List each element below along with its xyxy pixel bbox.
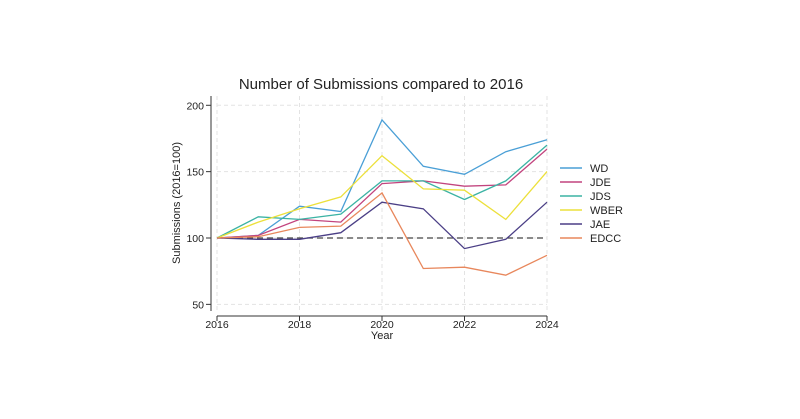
x-tick-label: 2018 — [288, 319, 312, 331]
y-tick-label: 150 — [186, 167, 204, 179]
x-axis-title: Year — [371, 330, 394, 342]
legend-label-wd: WD — [590, 163, 608, 175]
series-line-wber — [216, 154, 548, 239]
series-line-jae — [216, 201, 548, 250]
gridlines — [216, 96, 548, 311]
series-line-jde — [216, 148, 548, 239]
x-tick-label: 2022 — [453, 319, 477, 331]
y-tick-label: 200 — [186, 100, 204, 112]
y-axis-ticks: 50 100 150 200 — [186, 100, 211, 311]
legend-label-jds: JDS — [590, 191, 611, 203]
y-tick-label: 50 — [192, 299, 204, 311]
x-tick-label: 2024 — [535, 319, 559, 331]
legend: WD JDE JDS WBER JAE EDCC — [560, 163, 623, 245]
series-lines — [216, 118, 548, 276]
x-axis-ticks: 2016 2018 2020 2022 2024 — [205, 316, 559, 331]
x-tick-label: 2016 — [205, 319, 229, 331]
chart-title: Number of Submissions compared to 2016 — [239, 76, 523, 93]
series-line-wd — [216, 118, 548, 239]
plot-area: 50 100 150 200 2016 2018 2020 2022 2024 — [186, 96, 559, 331]
legend-label-jae: JAE — [590, 219, 610, 231]
legend-label-edcc: EDCC — [590, 233, 621, 245]
legend-label-wber: WBER — [590, 205, 623, 217]
x-tick-label: 2020 — [370, 319, 394, 331]
legend-label-jde: JDE — [590, 177, 611, 189]
y-tick-label: 100 — [186, 233, 204, 245]
y-axis-title: Submissions (2016=100) — [171, 142, 183, 264]
series-line-edcc — [216, 191, 548, 276]
